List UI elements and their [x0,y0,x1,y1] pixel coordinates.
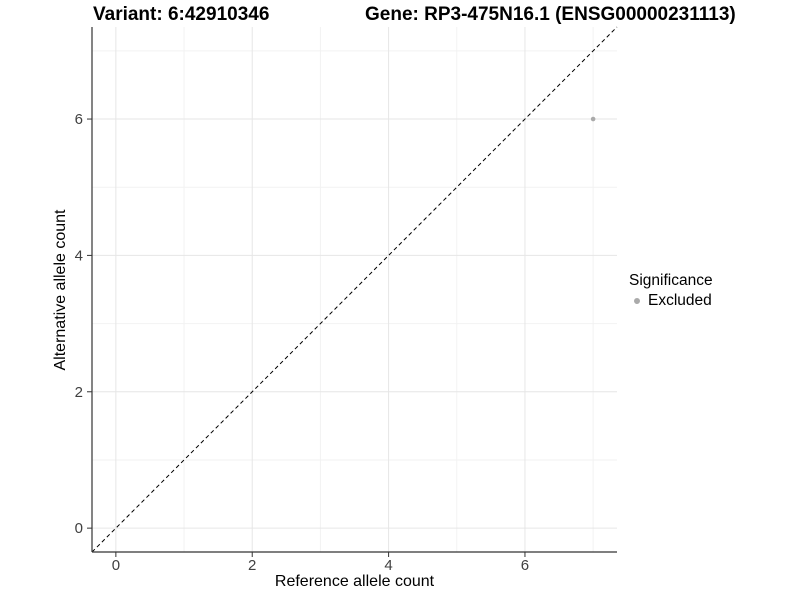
x-tick-label: 4 [384,557,392,574]
x-tick-label: 6 [521,557,529,574]
y-tick-label: 0 [75,520,83,537]
identity-line [91,26,618,553]
legend-item-label: Excluded [648,292,712,309]
legend-title: Significance [629,272,713,289]
variant-title: Variant: 6:42910346 [93,4,270,25]
legend: Significance Excluded [629,271,713,310]
x-tick-label: 2 [248,557,256,574]
x-tick-label: 0 [112,557,120,574]
legend-item-excluded: Excluded [629,291,713,310]
y-tick-label: 2 [75,384,83,401]
y-tick-label: 4 [75,247,83,264]
x-axis-title: Reference allele count [274,573,435,590]
y-axis-title: Alternative allele count [52,209,69,371]
y-tick-label: 6 [75,111,83,128]
data-point [590,116,596,122]
legend-point-icon [634,297,640,304]
gene-title: Gene: RP3-475N16.1 (ENSG00000231113) [365,4,736,25]
